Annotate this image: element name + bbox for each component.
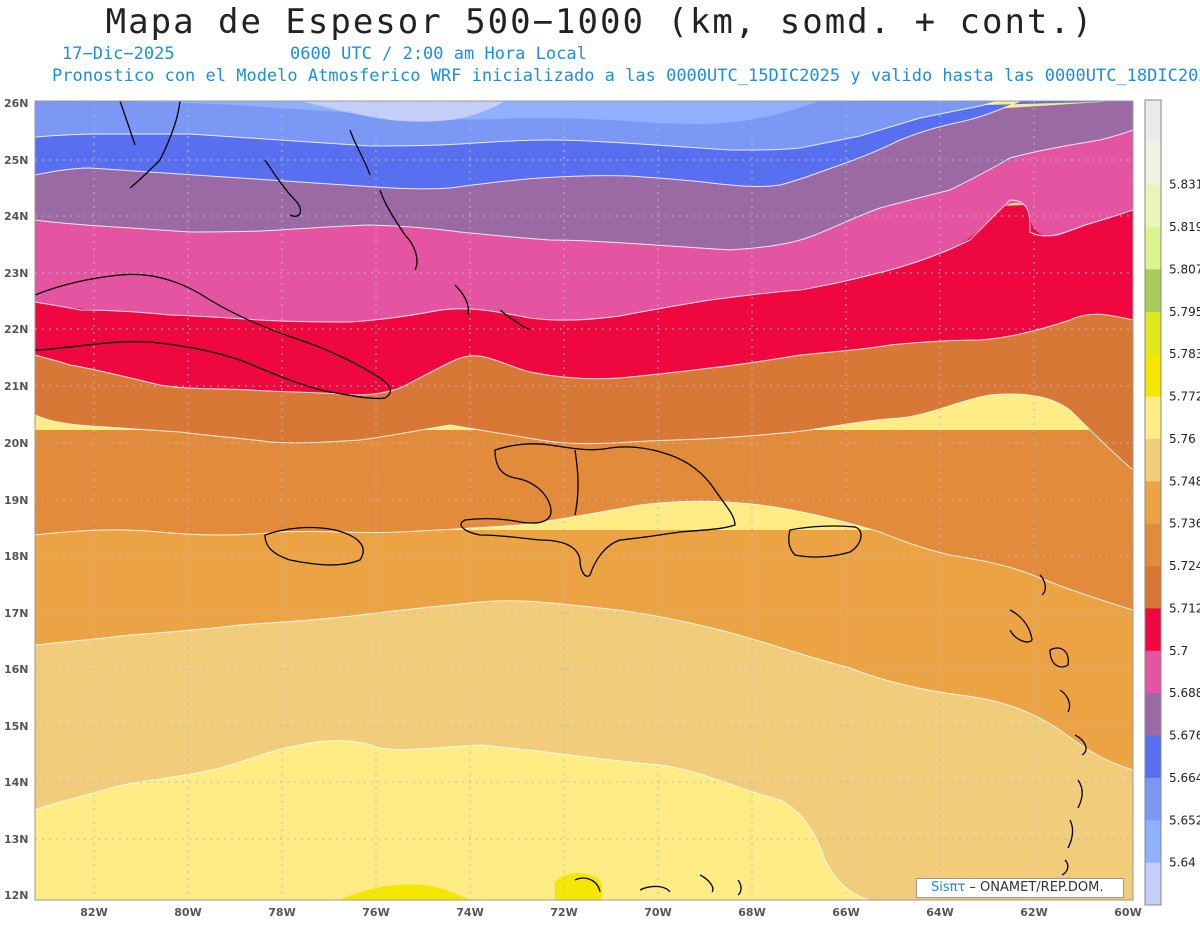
lon-label: 72W (550, 906, 577, 919)
credit-text: – ONAMET/REP.DOM. (965, 880, 1104, 895)
colorbar-swatch (1145, 608, 1161, 652)
lon-label: 82W (80, 906, 107, 919)
map-frame (34, 100, 1134, 901)
credit-box: Sisπτ – ONAMET/REP.DOM. (916, 878, 1124, 898)
colorbar-label: 5.664 (1169, 771, 1200, 785)
lat-label: 26N (4, 97, 29, 110)
colorbar-label: 5.748 (1169, 474, 1200, 488)
lat-label: 21N (4, 380, 29, 393)
model-description: Pronostico con el Modelo Atmosferico WRF… (52, 66, 1200, 86)
band-5.724 (35, 430, 1133, 610)
colorbar-label: 5.652 (1169, 813, 1200, 827)
map-area (35, 101, 1133, 900)
lon-label: 80W (174, 906, 201, 919)
gridlines (35, 101, 1133, 900)
colorbar-swatch (1145, 269, 1161, 313)
colorbar-swatch (1145, 820, 1161, 864)
lat-label: 13N (4, 833, 29, 846)
colorbar-swatch (1145, 354, 1161, 398)
colorbar-swatch (1145, 100, 1161, 143)
lon-label: 64W (926, 906, 953, 919)
colorbar-swatch (1145, 693, 1161, 737)
lat-label: 17N (4, 607, 29, 620)
colorbar-label: 5.712 (1169, 601, 1200, 615)
colorbar-label: 5.807 (1169, 262, 1200, 276)
colorbar-swatch (1145, 142, 1161, 186)
forecast-time: 0600 UTC / 2:00 am Hora Local (290, 44, 587, 64)
colorbar-swatch (1145, 227, 1161, 270)
colorbar-label: 5.724 (1169, 559, 1200, 573)
band-5.772-patch (340, 873, 603, 900)
lat-label: 25N (4, 154, 29, 167)
lon-label: 76W (362, 906, 389, 919)
lon-label: 78W (268, 906, 295, 919)
lon-label: 66W (832, 906, 859, 919)
lat-label: 20N (4, 437, 29, 450)
coast-jamaica (264, 526, 364, 566)
colorbar-swatch (1145, 396, 1161, 440)
coast-florida (129, 101, 181, 189)
lat-label: 23N (4, 267, 29, 280)
colorbar-label: 5.688 (1169, 686, 1200, 700)
colorbar-swatch (1145, 311, 1161, 355)
lat-label: 16N (4, 663, 29, 676)
lat-label: 14N (4, 776, 29, 789)
lon-axis: 82W 80W 78W 76W 74W 72W 70W 68W 66W 64W … (80, 906, 1141, 919)
colorbar-label: 5.736 (1169, 517, 1200, 531)
lat-label: 22N (4, 323, 29, 336)
colorbar-swatch (1145, 777, 1161, 821)
coast-puerto-rico (788, 525, 862, 558)
colorbar-label: 5.819 (1169, 220, 1200, 234)
forecast-date: 17−Dic−2025 (62, 44, 175, 64)
band-5.748 (35, 600, 1133, 900)
lat-label: 24N (4, 210, 29, 223)
map-title: Mapa de Espesor 500−1000 (km, somd. + co… (105, 2, 1095, 42)
colorbar: 5.831 5.819 5.807 5.795 5.783 5.772 5.76 5.748 5… (1144, 99, 1200, 906)
lat-label: 18N (4, 550, 29, 563)
coast-cuba (35, 273, 392, 400)
colorbar-label: 5.783 (1169, 347, 1200, 361)
colorbar-swatch (1145, 184, 1161, 228)
lon-label: 60W (1114, 906, 1141, 919)
colorbar-swatch (1145, 650, 1161, 694)
colorbar-label: 5.7 (1169, 644, 1188, 658)
colorbar-swatch (1145, 438, 1161, 482)
coastlines (35, 101, 1087, 896)
lon-label: 62W (1020, 906, 1047, 919)
colorbar-swatch (1145, 481, 1161, 525)
colorbar-label: 5.831 (1169, 178, 1200, 192)
lat-axis: 26N 25N 24N 23N 22N 21N 20N 19N 18N 17N … (4, 97, 29, 902)
colorbar-swatch (1145, 523, 1161, 567)
colorbar-label: 5.64 (1169, 856, 1196, 870)
sispi-logo: Sisπτ (931, 880, 966, 895)
lon-label: 70W (644, 906, 671, 919)
lat-label: 19N (4, 494, 29, 507)
lon-label: 68W (738, 906, 765, 919)
colorbar-swatch (1145, 566, 1161, 609)
lon-label: 74W (456, 906, 483, 919)
coast-hispaniola (460, 443, 736, 577)
colorbar-label: 5.772 (1169, 390, 1200, 404)
contour-lines (35, 101, 1133, 900)
colorbar-label: 5.676 (1169, 729, 1200, 743)
colorbar-frame (1144, 99, 1162, 906)
band-5.736 (35, 530, 1133, 770)
colorbar-swatch (1145, 862, 1161, 906)
band-lowest (300, 101, 505, 122)
colorbar-swatch (1145, 735, 1161, 779)
lat-label: 15N (4, 720, 29, 733)
colorbar-label: 5.76 (1169, 432, 1196, 446)
colorbar-label: 5.795 (1169, 305, 1200, 319)
lat-label: 12N (4, 889, 29, 902)
